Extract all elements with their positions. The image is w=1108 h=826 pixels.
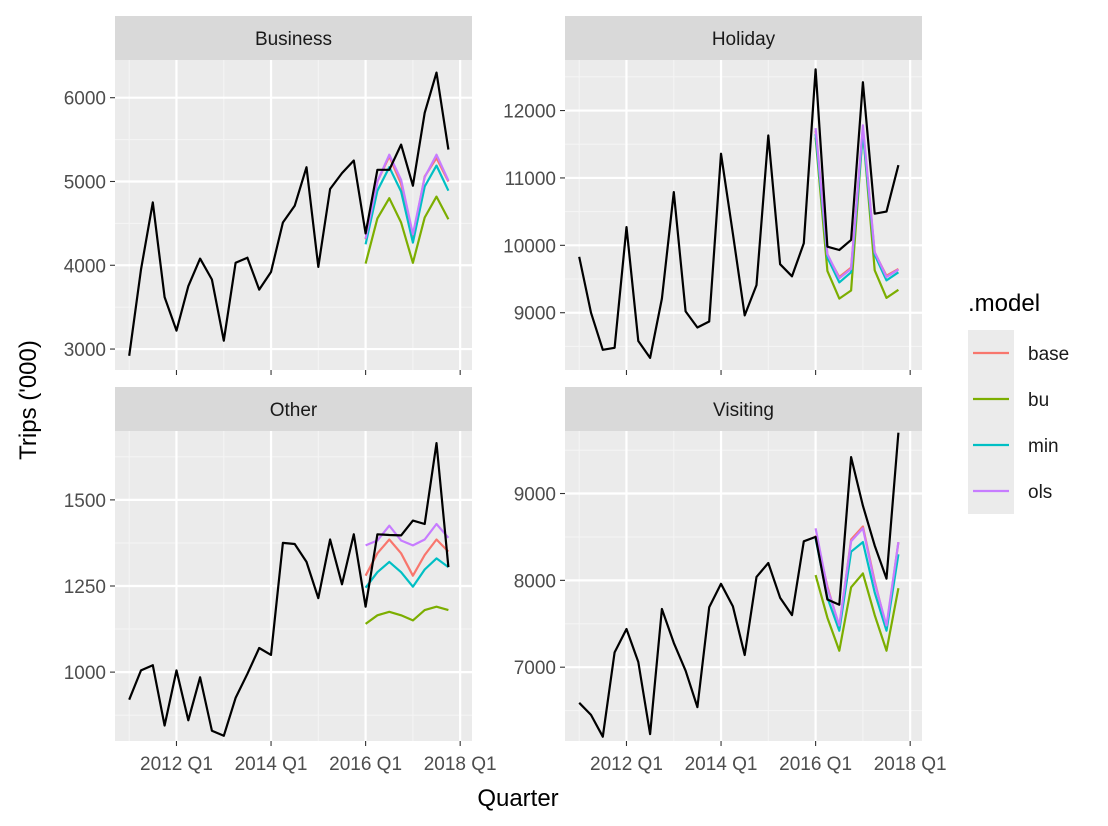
forecast-line-bu <box>814 572 900 652</box>
strip-background <box>115 16 472 60</box>
strip-label: Business <box>255 29 332 50</box>
panels-layer: Business 3000 4000 5000 6000 Holiday 9000 10000… <box>64 16 947 775</box>
forecast-line-bu <box>364 605 449 625</box>
panel-business: Business 3000 4000 5000 6000 <box>64 16 472 375</box>
y-tick-label: 12000 <box>503 102 556 123</box>
forecast-line-ols <box>814 527 900 627</box>
panel-visiting: Visiting 7000 8000 9000 2012 Q1 2014 Q1 2016 Q… <box>514 387 947 775</box>
forecast-line-min <box>364 557 450 589</box>
y-tick-label: 9000 <box>514 485 556 506</box>
forecast-line-min <box>814 538 900 632</box>
y-tick-label: 6000 <box>64 89 106 110</box>
forecast-line-base <box>364 538 450 577</box>
panel-data <box>578 68 900 359</box>
legend-label-min: min <box>1028 436 1059 457</box>
panel-data <box>578 432 900 738</box>
x-tick-label: 2018 Q1 <box>874 754 947 775</box>
strip-label: Other <box>270 400 318 421</box>
forecast-line-ols <box>364 153 450 239</box>
forecast-line-min <box>364 164 450 245</box>
y-tick-label: 10000 <box>503 236 556 257</box>
forecast-line-ols <box>365 522 450 547</box>
y-tick-label: 8000 <box>514 571 556 592</box>
legend-label-base: base <box>1028 344 1069 365</box>
legend: .model base bu min ols <box>968 290 1069 514</box>
legend-label-ols: ols <box>1028 482 1052 503</box>
y-tick-label: 1000 <box>64 663 106 684</box>
actual-line <box>128 442 450 737</box>
panel-background <box>565 431 922 741</box>
legend-entries: base bu min ols <box>968 330 1069 514</box>
y-tick-label: 11000 <box>505 169 556 190</box>
y-tick-label: 3000 <box>64 340 106 361</box>
x-tick-label: 2016 Q1 <box>779 754 852 775</box>
x-tick-label: 2012 Q1 <box>590 754 663 775</box>
x-tick-label: 2012 Q1 <box>140 754 213 775</box>
x-tick-label: 2014 Q1 <box>235 754 308 775</box>
legend-title: .model <box>968 290 1040 317</box>
y-tick-label: 9000 <box>514 304 556 325</box>
x-tick-label: 2018 Q1 <box>424 754 497 775</box>
panel-holiday: Holiday 9000 10000 11000 12000 <box>503 16 922 375</box>
actual-line <box>578 68 900 359</box>
y-tick-label: 7000 <box>514 658 556 679</box>
panel-other: Other 1000 1250 1500 2012 Q1 2014 Q1 2016 Q1 20… <box>64 387 497 775</box>
x-axis-title: Quarter <box>477 785 558 812</box>
forecast-line-bu <box>364 195 450 264</box>
strip-background <box>565 16 922 60</box>
legend-label-bu: bu <box>1028 390 1049 411</box>
x-tick-label: 2014 Q1 <box>685 754 758 775</box>
panel-background <box>565 60 922 370</box>
strip-background <box>115 387 472 431</box>
y-tick-label: 4000 <box>64 256 106 277</box>
y-tick-label: 1250 <box>64 577 106 598</box>
panel-data <box>128 71 450 356</box>
y-tick-label: 5000 <box>64 172 106 193</box>
actual-line <box>578 432 900 738</box>
strip-label: Visiting <box>713 400 774 421</box>
panel-data <box>128 442 450 737</box>
strip-label: Holiday <box>712 29 776 50</box>
y-axis-title: Trips ('000) <box>15 340 42 460</box>
x-tick-label: 2016 Q1 <box>329 754 402 775</box>
strip-background <box>565 387 922 431</box>
forecast-line-ols <box>814 124 899 280</box>
actual-line <box>128 71 450 356</box>
y-tick-label: 1500 <box>64 491 106 512</box>
